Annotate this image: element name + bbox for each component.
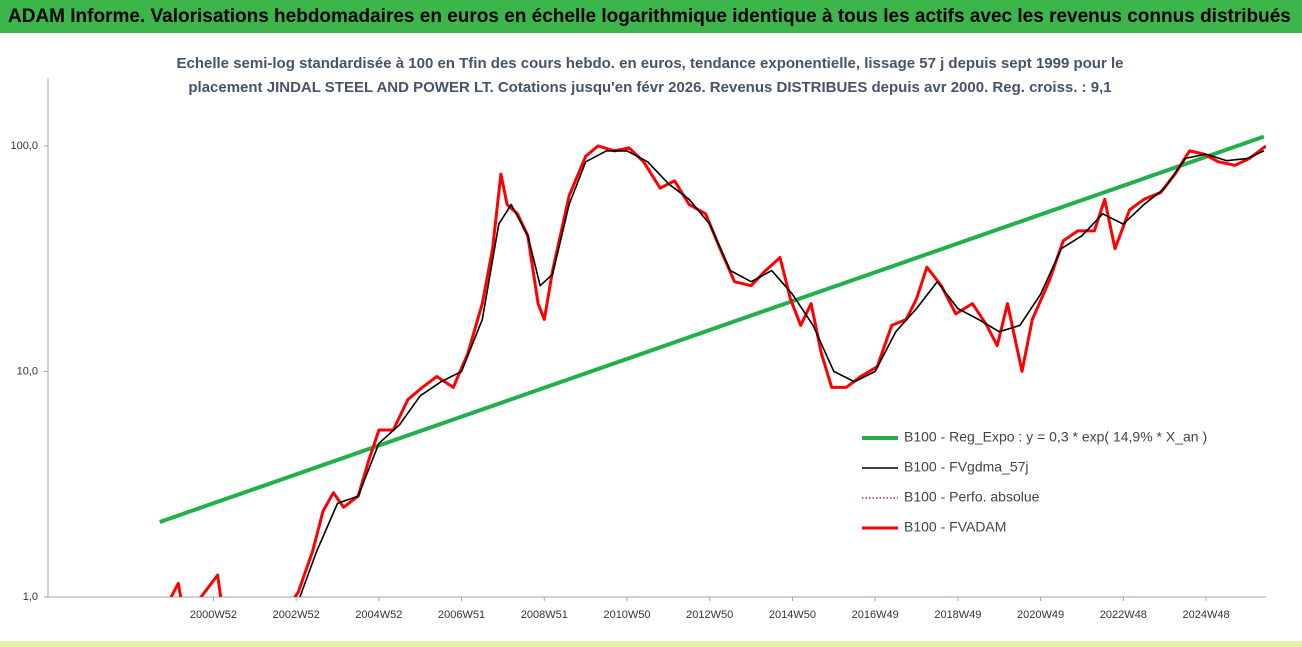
x-tick-label: 2002W52 [273,609,320,621]
x-tick-label: 2010W50 [603,609,650,621]
x-tick-label: 2016W49 [852,609,899,621]
chart-subtitle: Echelle semi-log standardisée à 100 en T… [177,55,1124,72]
x-tick-label: 2008W51 [521,609,568,621]
title-banner [0,0,1302,33]
y-tick-label: 10,0 [17,365,38,377]
x-tick-label: 2022W48 [1100,609,1147,621]
bottom-border [0,641,1302,647]
series-line [159,134,1265,524]
plot-area [159,134,1266,597]
chart-title: ADAM Informe. Valorisations hebdomadaire… [8,6,1291,27]
x-tick-label: 2006W51 [438,609,485,621]
x-tick-label: 2004W52 [355,609,402,621]
legend-label: B100 - FVADAM [904,519,1006,535]
legend-label: B100 - Perfo. absolue [904,489,1040,505]
x-tick-label: 2020W49 [1017,609,1064,621]
chart-subtitle: placement JINDAL STEEL AND POWER LT. Cot… [188,79,1111,96]
x-tick-label: 2018W49 [934,609,981,621]
series-line [299,150,1265,597]
legend-label: B100 - FVgdma_57j [904,459,1029,475]
x-tick-label: 2000W52 [190,609,237,621]
x-tick-label: 2014W50 [769,609,816,621]
x-tick-label: 2024W48 [1182,609,1229,621]
y-tick-label: 100,0 [10,140,38,152]
y-tick-label: 1,0 [23,591,38,603]
legend-label: B100 - Reg_Expo : y = 0,3 * exp( 14,9% *… [904,429,1207,445]
x-tick-label: 2012W50 [686,609,733,621]
